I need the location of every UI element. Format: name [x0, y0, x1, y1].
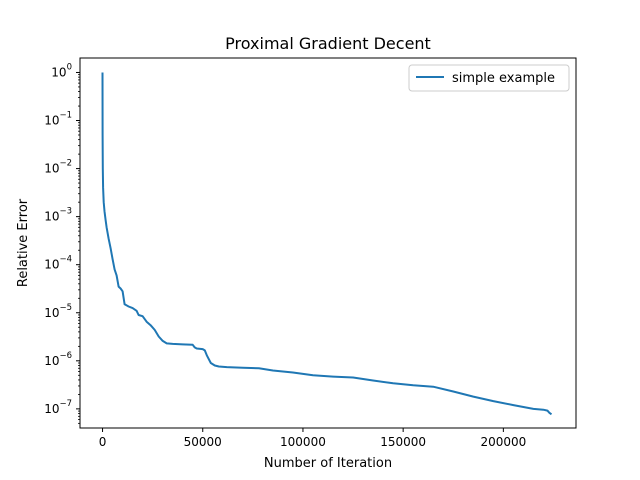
y-tick-label: 10−4	[44, 255, 72, 272]
chart-title: Proximal Gradient Decent	[225, 34, 431, 53]
y-tick-label: 10−2	[44, 159, 72, 176]
y-tick-label: 10−7	[44, 399, 72, 416]
legend: simple example	[408, 64, 570, 92]
legend-box	[408, 64, 570, 92]
x-tick-label: 100000	[280, 435, 326, 449]
x-axis-ticks: 0 50000 100000 150000 200000	[99, 428, 526, 449]
y-tick-label: 10−1	[44, 111, 72, 128]
series-layer	[101, 72, 553, 416]
axes-frame	[79, 57, 577, 429]
series-line	[101, 72, 553, 416]
y-tick-label: 10−5	[44, 303, 72, 320]
y-axis-label: Relative Error	[16, 198, 31, 287]
x-tick-label: 150000	[380, 435, 426, 449]
axes-background	[80, 58, 576, 428]
y-tick-label: 100	[51, 62, 72, 79]
x-tick-label: 0	[99, 435, 107, 449]
y-tick-label: 10−3	[44, 207, 72, 224]
x-tick-label: 200000	[480, 435, 526, 449]
x-tick-label: 50000	[184, 435, 222, 449]
y-tick-label: 10−6	[44, 351, 72, 368]
plot-area	[80, 58, 576, 428]
y-axis-ticks: 100 10−1 10−2 10−3 10−4 10−5 10−6 10−7	[44, 62, 80, 424]
legend-label: simple example	[452, 71, 555, 86]
x-axis-label: Number of Iteration	[264, 456, 392, 471]
